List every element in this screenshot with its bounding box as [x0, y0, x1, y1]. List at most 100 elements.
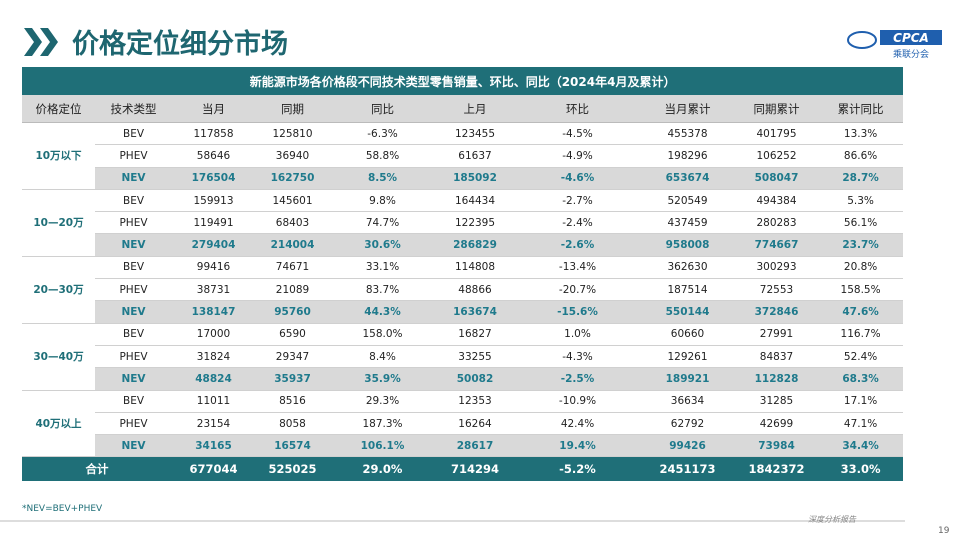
- cell: 214004: [255, 233, 330, 257]
- cell: 508047: [735, 167, 818, 190]
- total-cell: 33.0%: [818, 456, 904, 482]
- cell: 112828: [735, 367, 818, 391]
- cell: 5.3%: [818, 189, 904, 213]
- cell: 83.7%: [330, 278, 435, 302]
- cell: 34.4%: [818, 434, 904, 458]
- cell: 60660: [640, 323, 735, 346]
- tech-type: NEV: [95, 167, 172, 190]
- cell: 56.1%: [818, 211, 904, 235]
- cell: 62792: [640, 412, 735, 436]
- logo-box: [880, 30, 942, 45]
- column-header: 环比: [515, 95, 640, 123]
- cell: 106.1%: [330, 434, 435, 458]
- data-row: PHEV 119491 68403 74.7% 122395 -2.4% 437459 280…: [22, 211, 904, 235]
- cell: 36940: [255, 144, 330, 168]
- cell: 125810: [255, 122, 330, 146]
- cell: 8.4%: [330, 345, 435, 369]
- total-label: 合计: [22, 456, 172, 482]
- total-cell: 714294: [435, 456, 515, 482]
- cell: -10.9%: [515, 390, 640, 413]
- tech-type: BEV: [95, 256, 172, 280]
- logo-text: CPCA: [893, 31, 929, 45]
- cell: 12353: [435, 390, 515, 413]
- cell: 35937: [255, 367, 330, 391]
- price-group: 10—20万: [22, 189, 95, 257]
- cell: -2.5%: [515, 367, 640, 391]
- cell: 362630: [640, 256, 735, 280]
- cell: 74.7%: [330, 211, 435, 235]
- data-row: NEV 279404 214004 30.6% 286829 -2.6% 958008 774…: [22, 233, 904, 257]
- cell: 86.6%: [818, 144, 904, 168]
- cell: 30.6%: [330, 233, 435, 257]
- tech-type: PHEV: [95, 278, 172, 302]
- data-row: PHEV 38731 21089 83.7% 48866 -20.7% 187514 7255…: [22, 278, 904, 302]
- cell: 116.7%: [818, 323, 904, 346]
- total-cell: 1842372: [735, 456, 818, 482]
- cell: 21089: [255, 278, 330, 302]
- cell: 34165: [172, 434, 255, 458]
- data-table: 新能源市场各价格段不同技术类型零售销量、环比、同比（2024年4月及累计） 价格…: [22, 67, 904, 482]
- cell: 437459: [640, 211, 735, 235]
- cell: 145601: [255, 189, 330, 213]
- data-row: NEV 138147 95760 44.3% 163674 -15.6% 550144 372…: [22, 300, 904, 324]
- price-group: 10万以下: [22, 122, 95, 190]
- column-header: 同期累计: [735, 95, 818, 123]
- cell: 114808: [435, 256, 515, 280]
- data-row: 10万以下 BEV 117858 125810 -6.3% 123455 -4.5% 4553…: [22, 122, 904, 190]
- cell: 58646: [172, 144, 255, 168]
- cell: -15.6%: [515, 300, 640, 324]
- data-row: PHEV 23154 8058 187.3% 16264 42.4% 62792 42699 4…: [22, 412, 904, 436]
- tech-type: PHEV: [95, 211, 172, 235]
- cell: 47.1%: [818, 412, 904, 436]
- cell: -4.3%: [515, 345, 640, 369]
- cell: 158.5%: [818, 278, 904, 302]
- cell: -4.6%: [515, 167, 640, 190]
- tech-type: BEV: [95, 189, 172, 213]
- page-number: 19: [938, 526, 950, 536]
- cell: 28.7%: [818, 167, 904, 190]
- cell: 8516: [255, 390, 330, 413]
- cell: 20.8%: [818, 256, 904, 280]
- cell: 84837: [735, 345, 818, 369]
- price-group: 40万以上: [22, 390, 95, 458]
- tech-type: NEV: [95, 434, 172, 458]
- cell: 6590: [255, 323, 330, 346]
- cell: -6.3%: [330, 122, 435, 146]
- cell: 48866: [435, 278, 515, 302]
- cell: 11011: [172, 390, 255, 413]
- total-cell: 29.0%: [330, 456, 435, 482]
- cell: 31285: [735, 390, 818, 413]
- cell: 16827: [435, 323, 515, 346]
- cell: 176504: [172, 167, 255, 190]
- page-title: 价格定位细分市场: [72, 29, 288, 60]
- cell: 99416: [172, 256, 255, 280]
- cell: 38731: [172, 278, 255, 302]
- tech-type: PHEV: [95, 144, 172, 168]
- column-header: 同期: [255, 95, 330, 123]
- cell: 9.8%: [330, 189, 435, 213]
- cell: 50082: [435, 367, 515, 391]
- cell: -20.7%: [515, 278, 640, 302]
- cell: -4.5%: [515, 122, 640, 146]
- cell: 73984: [735, 434, 818, 458]
- cell: 27991: [735, 323, 818, 346]
- data-row: PHEV 31824 29347 8.4% 33255 -4.3% 129261 84837 5…: [22, 345, 904, 369]
- cell: 159913: [172, 189, 255, 213]
- cell: 61637: [435, 144, 515, 168]
- column-header: 当月: [172, 95, 255, 123]
- cell: 13.3%: [818, 122, 904, 146]
- data-row: 30—40万 BEV 17000 6590 158.0% 16827 1.0% 60660 27…: [22, 323, 904, 391]
- cell: 106252: [735, 144, 818, 168]
- report-label: 深度分析报告: [808, 515, 856, 524]
- data-row: 20—30万 BEV 99416 74671 33.1% 114808 -13.4% 3626…: [22, 256, 904, 324]
- cell: -2.7%: [515, 189, 640, 213]
- cell: 35.9%: [330, 367, 435, 391]
- tech-type: BEV: [95, 390, 172, 413]
- cell: 158.0%: [330, 323, 435, 346]
- cell: 189921: [640, 367, 735, 391]
- cell: 29.3%: [330, 390, 435, 413]
- cell: 286829: [435, 233, 515, 257]
- logo-cn: 乘联分会: [893, 48, 929, 60]
- cell: 33255: [435, 345, 515, 369]
